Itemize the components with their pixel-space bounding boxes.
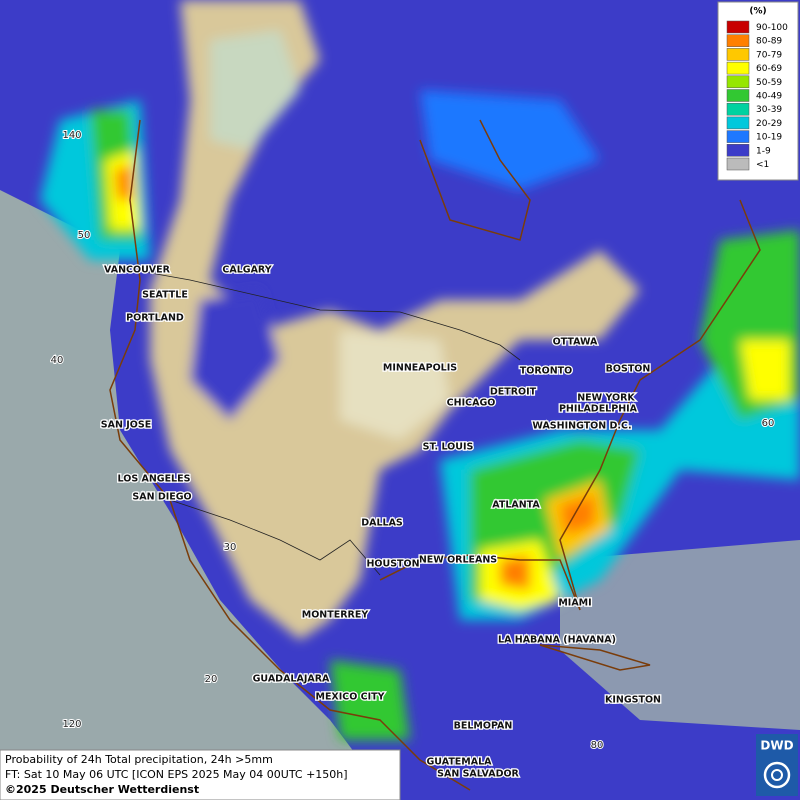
- legend-label: 90-100: [756, 23, 788, 33]
- legend-swatch: [726, 89, 750, 102]
- city-label: SEATTLE: [142, 290, 188, 301]
- legend-swatch: [726, 130, 750, 143]
- legend-swatch: [726, 144, 750, 157]
- legend-label: 80-89: [756, 37, 782, 47]
- city-label: HOUSTON: [366, 559, 419, 570]
- city-label: CALGARY: [222, 265, 271, 276]
- legend-label: 50-59: [756, 78, 782, 88]
- graticule-label: 20: [205, 674, 218, 685]
- legend-label: 20-29: [756, 119, 782, 129]
- city-label: NEW ORLEANS: [419, 555, 497, 566]
- city-label: KINGSTON: [605, 695, 661, 706]
- footer-copyright: ©2025 Deutscher Wetterdienst: [5, 783, 199, 796]
- ocean-dry: [560, 540, 800, 730]
- legend-label: 30-39: [756, 105, 782, 115]
- graticule-label: 40: [51, 355, 64, 366]
- logo-box: [756, 734, 798, 796]
- city-label: BOSTON: [606, 364, 651, 375]
- border: [144, 271, 521, 361]
- legend-swatch: [726, 102, 750, 116]
- city-label: GUATEMALA: [426, 757, 492, 768]
- city-label: LOS ANGELES: [118, 474, 191, 485]
- legend-swatch: [726, 61, 750, 75]
- legend-label: 10-19: [756, 133, 782, 143]
- city-label: VANCOUVER: [104, 265, 171, 276]
- graticule-label: 50: [78, 230, 91, 241]
- legend-swatch: [726, 75, 750, 89]
- logo-icon: [763, 761, 791, 789]
- city-label: CHICAGO: [447, 398, 496, 409]
- logo-text: DWD: [760, 739, 793, 753]
- city-label: SAN DIEGO: [132, 492, 191, 503]
- graticule-label: 80: [591, 740, 604, 751]
- graticule-label: 60: [762, 418, 775, 429]
- legend-label: 1-9: [756, 146, 771, 156]
- city-label: SAN JOSE: [101, 420, 151, 431]
- logo-icon: [771, 769, 783, 781]
- coastline: [419, 119, 531, 241]
- coastline: [539, 644, 651, 671]
- city-label: NEW YORK: [577, 393, 635, 404]
- city-label: TORONTO: [520, 366, 572, 377]
- legend-swatch: [726, 20, 750, 34]
- ocean-dry: [0, 190, 360, 760]
- legend-swatch: [726, 34, 750, 47]
- city-label: PHILADELPHIA: [559, 404, 638, 415]
- coastline: [109, 119, 471, 791]
- footer-forecast: FT: Sat 10 May 06 UTC [ICON EPS 2025 May…: [5, 768, 348, 781]
- city-label: DALLAS: [361, 518, 403, 529]
- city-label: OTTAWA: [553, 337, 598, 348]
- footer-box: [0, 749, 401, 800]
- graticule-label: 120: [62, 719, 81, 730]
- legend-swatch: [726, 116, 750, 130]
- coastline: [379, 199, 761, 611]
- city-label: MIAMI: [558, 598, 591, 609]
- graticule-label: 30: [224, 542, 237, 553]
- legend-label: <1: [756, 160, 769, 170]
- dry-land: [150, 0, 640, 640]
- city-labels: VANCOUVER CALGARY SEATTLE PORTLAND OTTAWA MIN…: [99, 263, 662, 781]
- city-label: LA HABANA (HAVANA): [498, 635, 616, 646]
- city-label: SAN SALVADOR: [437, 769, 519, 780]
- legend-unit: (%): [749, 7, 766, 17]
- legend-label: 40-49: [756, 92, 782, 102]
- city-label: GUADALAJARA: [253, 674, 330, 685]
- footer-title: Probability of 24h Total precipitation, …: [5, 753, 273, 766]
- legend-swatch: [726, 48, 750, 61]
- city-label: ATLANTA: [492, 500, 540, 511]
- city-label: WASHINGTON D.C.: [532, 421, 631, 432]
- legend: 90-100 80-89 70-79 60-69 50-59 40-49 30-39 20-2…: [726, 20, 788, 171]
- city-label: DETROIT: [490, 387, 537, 398]
- legend-label: 60-69: [756, 64, 782, 74]
- legend-swatch: [726, 157, 750, 171]
- city-label: ST. LOUIS: [423, 442, 474, 453]
- legend-label: 70-79: [756, 50, 782, 60]
- city-label: MEXICO CITY: [315, 692, 384, 703]
- graticule-label: 140: [62, 130, 81, 141]
- city-label: MINNEAPOLIS: [383, 363, 457, 374]
- city-label: BELMOPAN: [454, 721, 513, 732]
- graticule-labels: 140 50 40 30 20 120 60 80: [50, 129, 776, 752]
- city-label: PORTLAND: [126, 313, 184, 324]
- border: [169, 499, 381, 576]
- city-label: MONTERREY: [302, 610, 369, 621]
